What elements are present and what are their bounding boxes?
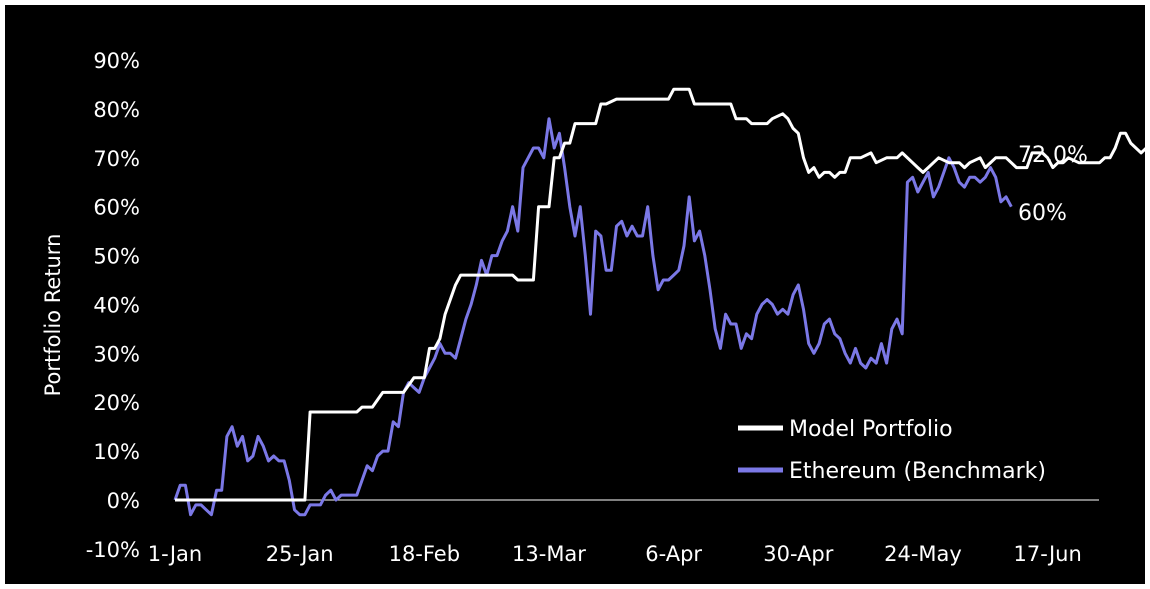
x-tick-label: 13-Mar <box>512 542 586 566</box>
legend-label-model: Model Portfolio <box>789 417 953 442</box>
y-tick-label: 70% <box>93 147 140 171</box>
y-tick-label: 20% <box>93 391 140 415</box>
y-axis-label: Portfolio Return <box>41 234 65 397</box>
series-line-model-portfolio <box>175 87 1145 502</box>
chart-frame: -10% 0% 10% 20% 30% 40% 50% 60% 70% 80% 90% 1-Jan 2… <box>5 5 1145 584</box>
end-label-ethereum: 60% <box>1018 201 1067 226</box>
y-tick-label: 50% <box>93 245 140 269</box>
x-tick-label: 30-Apr <box>763 542 834 566</box>
end-label-model: 72.0% <box>1018 143 1088 168</box>
y-tick-label: 30% <box>93 342 140 366</box>
y-tick-label: 80% <box>93 98 140 122</box>
x-tick-label: 1-Jan <box>148 542 202 566</box>
series-layer <box>173 87 1145 517</box>
x-tick-label: 17-Jun <box>1013 542 1081 566</box>
x-axis-ticks: 1-Jan 25-Jan 18-Feb 13-Mar 6-Apr 30-Apr 24-May… <box>148 542 1082 566</box>
y-tick-label: 60% <box>93 196 140 220</box>
x-tick-label: 24-May <box>884 542 962 566</box>
x-tick-label: 6-Apr <box>645 542 702 566</box>
y-tick-label: 90% <box>93 49 140 73</box>
y-tick-label: 40% <box>93 293 140 317</box>
legend-label-ethereum: Ethereum (Benchmark) <box>789 459 1046 484</box>
y-tick-label: 10% <box>93 440 140 464</box>
y-tick-label: -10% <box>86 538 140 562</box>
y-tick-label: 0% <box>107 489 140 513</box>
series-line-ethereum <box>173 117 1013 517</box>
legend: Model Portfolio Ethereum (Benchmark) <box>738 417 1046 484</box>
x-tick-label: 18-Feb <box>389 542 460 566</box>
y-axis-ticks: -10% 0% 10% 20% 30% 40% 50% 60% 70% 80% 90% <box>86 49 140 562</box>
x-tick-label: 25-Jan <box>266 542 334 566</box>
line-chart: -10% 0% 10% 20% 30% 40% 50% 60% 70% 80% 90% 1-Jan 2… <box>41 49 1145 566</box>
